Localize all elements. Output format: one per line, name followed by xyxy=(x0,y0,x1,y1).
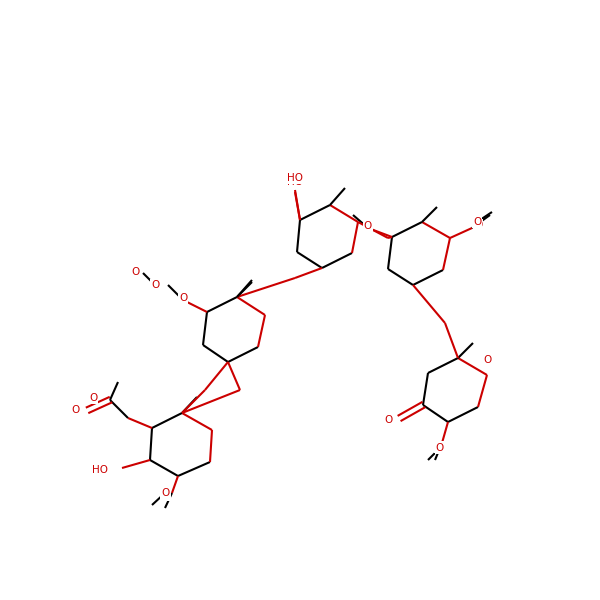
Text: O: O xyxy=(474,220,482,230)
Text: O: O xyxy=(131,267,139,277)
Text: O: O xyxy=(436,443,444,453)
Text: O: O xyxy=(72,405,80,415)
Text: O: O xyxy=(162,490,170,500)
Text: O: O xyxy=(179,293,187,303)
Text: O: O xyxy=(161,488,169,498)
Text: O: O xyxy=(385,415,393,425)
Text: HO: HO xyxy=(287,177,303,187)
Text: HO: HO xyxy=(287,173,303,183)
Text: O: O xyxy=(435,442,443,452)
Text: O: O xyxy=(483,355,491,365)
Text: O: O xyxy=(364,221,372,231)
Text: O: O xyxy=(89,393,97,403)
Text: O: O xyxy=(473,217,481,227)
Text: HO: HO xyxy=(92,465,108,475)
Text: O: O xyxy=(151,280,159,290)
